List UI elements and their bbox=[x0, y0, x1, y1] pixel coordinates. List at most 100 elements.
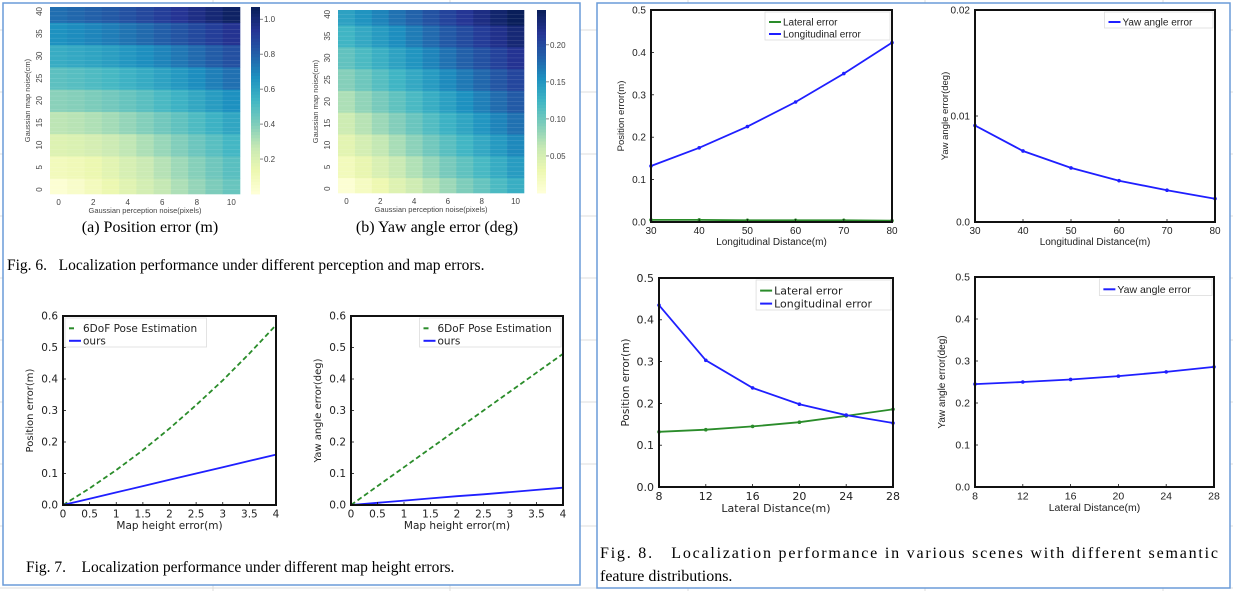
y-tick-label: 5 bbox=[323, 164, 332, 169]
colorbar-segment bbox=[251, 181, 260, 186]
heatmap-cell bbox=[422, 10, 440, 26]
heatmap-cell bbox=[170, 156, 189, 179]
heatmap-cell bbox=[188, 7, 206, 23]
data-point bbox=[844, 413, 848, 417]
colorbar-segment bbox=[537, 71, 546, 75]
heatmap-cell bbox=[188, 89, 206, 112]
colorbar-segment bbox=[251, 44, 260, 48]
colorbar-segment bbox=[251, 88, 260, 92]
colorbar-segment bbox=[537, 101, 546, 105]
y-tick-label: 0.0 bbox=[41, 500, 58, 512]
y-axis-label: Position error(m) bbox=[620, 338, 632, 426]
y-tick-label: 0.3 bbox=[41, 405, 58, 417]
heatmap-cell bbox=[136, 111, 154, 135]
colorbar-segment bbox=[251, 50, 260, 55]
colorbar-segment bbox=[537, 52, 546, 57]
y-tick-label: 0.3 bbox=[329, 405, 346, 417]
x-tick-label: 24 bbox=[1160, 491, 1172, 503]
colorbar-tick-label: 0.10 bbox=[550, 115, 566, 124]
y-tick-label: 0.3 bbox=[632, 90, 646, 101]
heatmap-cell bbox=[153, 22, 172, 46]
y-tick-label: 0.0 bbox=[329, 500, 346, 512]
x-axis-label: Gaussian perception noise(pixels) bbox=[375, 205, 488, 214]
heatmap-cell bbox=[388, 47, 406, 70]
fig7-caption: Fig. 7. Localization performance under d… bbox=[26, 559, 454, 576]
line-chart-7: 8 12 16 20 24 28 0.0 0.1 0.2 0.3 0.4 0.5 Lateral Dis… bbox=[937, 272, 1220, 514]
heatmap-cell bbox=[67, 156, 85, 179]
colorbar-segment bbox=[251, 116, 260, 120]
colorbar-segment bbox=[537, 86, 546, 90]
heatmap-cell bbox=[354, 25, 373, 48]
colorbar-segment bbox=[537, 128, 546, 133]
x-tick-label: 2 bbox=[454, 509, 461, 521]
x-axis-label: Lateral Distance(m) bbox=[1049, 502, 1141, 514]
heatmap-cell bbox=[50, 22, 68, 46]
heatmap-cell bbox=[67, 89, 85, 112]
x-tick-label: 30 bbox=[969, 226, 981, 237]
legend-label: Lateral error bbox=[783, 18, 838, 29]
heatmap-cell bbox=[222, 156, 241, 179]
data-point bbox=[697, 146, 701, 150]
colorbar-tick-label: 0.2 bbox=[264, 155, 276, 164]
x-tick-label: 20 bbox=[1113, 491, 1125, 503]
heatmap-cell bbox=[422, 155, 440, 179]
x-tick-label: 2 bbox=[166, 509, 173, 521]
colorbar-tick-label: 0.4 bbox=[264, 120, 276, 129]
series-line-1 bbox=[650, 41, 893, 167]
heatmap-cell bbox=[188, 133, 206, 157]
colorbar-segment bbox=[251, 56, 260, 61]
heatmap-cell bbox=[456, 134, 474, 157]
heatmap-cell bbox=[490, 134, 508, 157]
y-tick-label: 20 bbox=[323, 97, 332, 106]
heatmap-chart-1: 0 2 4 6 8 10 0 5 10 15 20 25 30 35 40 Gaussian percepti… bbox=[311, 9, 566, 214]
heatmap-cell bbox=[371, 155, 390, 179]
colorbar-segment bbox=[537, 186, 546, 191]
legend-label: Yaw angle error bbox=[1123, 18, 1194, 29]
x-tick-label: 28 bbox=[1208, 491, 1220, 503]
colorbar-segment bbox=[537, 144, 546, 148]
colorbar-segment bbox=[251, 75, 260, 80]
y-tick-label: 0.5 bbox=[329, 342, 346, 354]
heatmap-cell bbox=[188, 178, 206, 195]
legend-box bbox=[1104, 11, 1214, 29]
heatmap-cell bbox=[153, 178, 172, 195]
colorbar-segment bbox=[537, 132, 546, 136]
heatmap-cell bbox=[490, 68, 508, 91]
colorbar-tick-label: 1.0 bbox=[264, 15, 276, 24]
heatmap-cell bbox=[84, 89, 103, 112]
heatmap-cell bbox=[507, 10, 525, 26]
heatmap-cell bbox=[507, 177, 525, 194]
heatmap-cell bbox=[205, 133, 224, 157]
series-line-1 bbox=[658, 304, 894, 424]
heatmap-cell bbox=[507, 155, 525, 179]
colorbar-segment bbox=[251, 53, 260, 58]
heatmap-cell bbox=[136, 133, 154, 157]
heatmap-cell bbox=[67, 178, 85, 195]
heatmap-cell bbox=[473, 10, 491, 26]
plot-frame bbox=[658, 277, 894, 488]
colorbar-segment bbox=[251, 112, 260, 117]
x-tick-label: 2.5 bbox=[188, 509, 205, 521]
x-tick-label: 60 bbox=[790, 226, 802, 237]
heatmap-cell bbox=[490, 47, 508, 70]
colorbar-segment bbox=[537, 43, 546, 47]
x-tick-label: 1.5 bbox=[135, 509, 152, 521]
heatmap-cell bbox=[205, 178, 224, 195]
heatmap-cell bbox=[170, 178, 189, 195]
heatmap-cell bbox=[439, 134, 457, 157]
x-tick-label: 1 bbox=[401, 509, 408, 521]
y-tick-label: 0 bbox=[35, 187, 44, 192]
heatmap-cell bbox=[84, 178, 103, 195]
heatmap-cell bbox=[67, 133, 85, 157]
heatmap-cell bbox=[371, 68, 390, 91]
colorbar-segment bbox=[251, 28, 260, 33]
colorbar-segment bbox=[537, 119, 546, 124]
y-tick-label: 30 bbox=[35, 51, 44, 60]
y-tick-label: 25 bbox=[35, 73, 44, 82]
colorbar-segment bbox=[251, 100, 260, 105]
colorbar-segment bbox=[251, 106, 260, 111]
colorbar-segment bbox=[537, 171, 546, 176]
heatmap-cell bbox=[490, 112, 508, 135]
